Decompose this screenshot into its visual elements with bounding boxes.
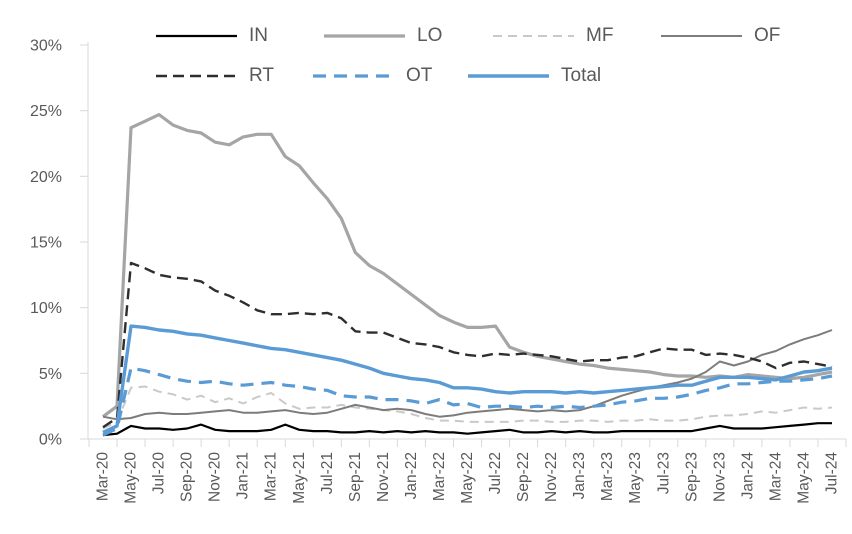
legend-item-rt: RT [155, 66, 274, 86]
legend-swatch-rt [156, 74, 237, 78]
legend-swatch-ot [313, 74, 394, 78]
x-tick-label: Jul-22 [487, 452, 504, 494]
y-tick-label: 15% [30, 235, 62, 252]
legend-swatch-of [661, 35, 742, 37]
x-tick-label: May-23 [627, 452, 644, 504]
x-tick-label: Mar-20 [95, 452, 112, 501]
legend-item-ot: OT [312, 66, 432, 86]
y-tick-label: 10% [30, 300, 62, 317]
x-tick-label: Sep-21 [347, 452, 364, 502]
legend-label-rt: RT [249, 65, 274, 86]
legend-label-of: OF [754, 25, 781, 46]
x-tick-label: Nov-21 [375, 452, 392, 502]
x-tick-label: May-20 [123, 452, 140, 504]
legend-item-of: OF [660, 26, 780, 46]
y-tick-label: 20% [30, 169, 62, 186]
x-tick-label: Jul-24 [824, 452, 841, 495]
series-line-total [102, 324, 833, 434]
x-tick-label: Jul-20 [151, 452, 168, 495]
legend-swatch-in [156, 34, 237, 38]
legend-label-lo: LO [417, 25, 443, 46]
legend-label-total: Total [561, 65, 602, 86]
x-tick-label: Nov-23 [711, 452, 728, 502]
y-tick-label: 25% [30, 103, 62, 120]
x-tick-label: Nov-20 [207, 452, 224, 502]
y-tick-label: 0% [39, 432, 62, 449]
x-tick-label: Sep-20 [179, 452, 196, 502]
series-line-rt [102, 261, 833, 429]
legend-item-total: Total [467, 66, 601, 86]
x-tick-label: Jan-21 [235, 452, 252, 499]
legend-label-ot: OT [406, 65, 433, 86]
legend-swatch-mf [493, 35, 574, 37]
series-line-lo [102, 112, 833, 418]
legend-swatch-total [468, 74, 549, 78]
x-tick-label: Sep-23 [683, 452, 700, 502]
series-line-in [102, 422, 832, 437]
legend-item-lo: LO [323, 26, 442, 46]
x-tick-label: Mar-21 [263, 452, 280, 501]
legend-label-mf: MF [586, 25, 614, 46]
x-tick-label: May-24 [795, 452, 812, 504]
x-tick-label: Jan-23 [571, 452, 588, 499]
x-tick-label: May-22 [459, 452, 476, 504]
legend-item-mf: MF [492, 26, 613, 46]
legend-swatch-lo [324, 34, 405, 38]
x-tick-label: Jul-23 [655, 452, 672, 494]
y-tick-label: 30% [30, 38, 62, 55]
series-line-of [102, 329, 833, 421]
x-tick-label: Nov-22 [543, 452, 560, 502]
x-tick-label: Jul-21 [319, 452, 336, 494]
x-tick-label: Jan-22 [403, 452, 420, 499]
y-tick-label: 5% [39, 366, 62, 383]
x-tick-label: Mar-24 [767, 452, 784, 501]
legend-item-in: IN [155, 26, 268, 46]
x-tick-label: Sep-22 [515, 452, 532, 502]
x-tick-label: May-21 [291, 452, 308, 504]
series-line-ot [102, 366, 833, 437]
x-tick-label: Jan-24 [739, 452, 756, 500]
series-line-mf [102, 385, 833, 430]
x-tick-label: Mar-23 [599, 452, 616, 501]
x-tick-label: Mar-22 [431, 452, 448, 501]
legend-label-in: IN [249, 25, 268, 46]
